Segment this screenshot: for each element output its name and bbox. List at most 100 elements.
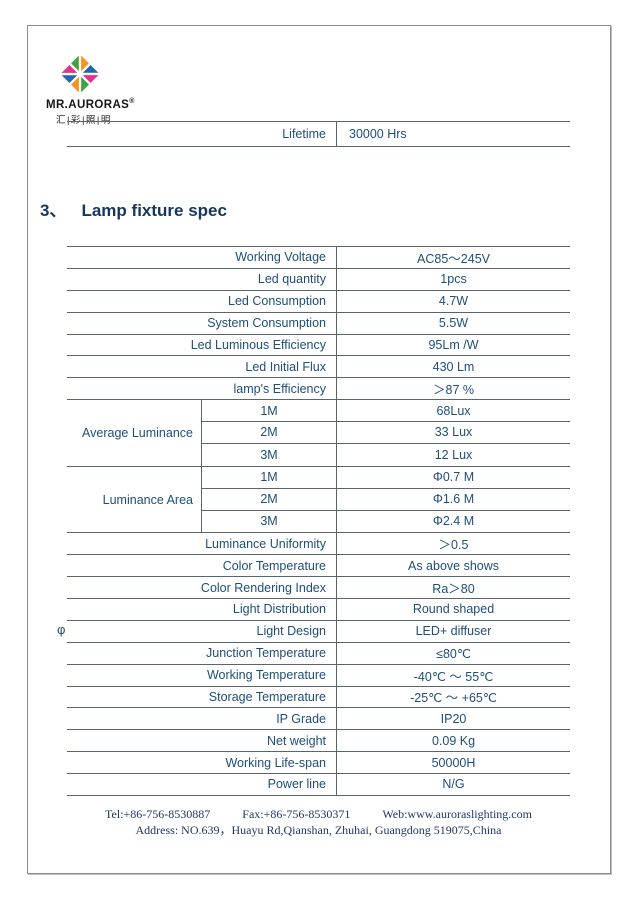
table-row: Working Life-span 50000H	[67, 752, 570, 774]
subrow-value: Φ0.7 M	[432, 470, 475, 485]
footer-tel: Tel:+86-756-8530887	[105, 807, 211, 821]
table-row: Led quantity 1pcs	[67, 268, 570, 291]
row-value: As above shows	[407, 558, 500, 573]
table-row: Color Temperature As above shows	[67, 555, 570, 578]
row-value: AC85～245V	[417, 251, 490, 266]
subrow-label: 3M	[202, 510, 337, 533]
row-value: ≤80℃	[436, 646, 471, 661]
subrow-label: 1M	[202, 400, 337, 421]
row-value: -25℃ ～ +65℃	[410, 691, 497, 706]
table-row: Power line N/G	[67, 774, 570, 796]
table-row: System Consumption 5.5W	[67, 312, 570, 335]
subrow-value: Φ2.4 M	[432, 514, 475, 529]
row-value: ＞87 %	[433, 383, 474, 398]
table-row: Light Distribution Round shaped	[67, 599, 570, 621]
footer-fax: Fax:+86-756-8530371	[242, 807, 351, 821]
subrow-label: 2M	[202, 422, 337, 443]
phi-margin-note: φ	[57, 622, 66, 637]
section-number: 3、	[40, 201, 67, 220]
table-subrow: 1M Φ0.7 M	[202, 466, 570, 489]
row-value: 1pcs	[440, 272, 467, 287]
subrow-label: 3M	[202, 443, 337, 466]
footer-web: Web:www.auroraslighting.com	[382, 807, 532, 821]
table-row: IP Grade IP20	[67, 708, 570, 731]
row-label: Net weight	[67, 730, 337, 752]
group-label: Luminance Area	[67, 466, 202, 533]
row-value: 4.7W	[438, 294, 469, 309]
row-label: Junction Temperature	[67, 642, 337, 664]
table-row: Net weight 0.09 Kg	[67, 730, 570, 753]
table-subrow: 3M Φ2.4 M	[202, 510, 570, 533]
subrow-label: 1M	[202, 466, 337, 488]
pinwheel-icon	[58, 52, 102, 96]
table-subrow: 2M 33 Lux	[202, 422, 570, 444]
row-value: -40℃ ～ 55℃	[413, 669, 494, 684]
row-label: Working Temperature	[67, 664, 337, 686]
row-label: Luminance Uniformity	[67, 533, 337, 555]
table-subrow: 1M 68Lux	[202, 400, 570, 422]
row-value: LED+ diffuser	[415, 624, 492, 639]
row-value: Round shaped	[412, 602, 495, 617]
row-value: 5.5W	[438, 316, 469, 331]
logo-chinese-name: 汇|彩|照|明	[56, 114, 112, 126]
subrow-label: 2M	[202, 488, 337, 510]
company-logo: MR.AURORAS® 汇|彩|照|明	[46, 52, 156, 126]
row-value: Ra＞80	[432, 582, 475, 597]
footer: Tel:+86-756-8530887 Fax:+86-756-8530371 …	[67, 806, 570, 838]
group-subrows: 1M Φ0.7 M 2M Φ1.6 M 3M Φ2.4 M	[202, 466, 570, 533]
row-label: Color Temperature	[67, 555, 337, 577]
table-row: Light Design LED+ diffuser	[67, 620, 570, 643]
row-value: IP20	[440, 711, 467, 726]
row-value: N/G	[442, 777, 465, 792]
logo-name-text: MR.AURORAS	[46, 98, 130, 111]
row-label: Color Rendering Index	[67, 577, 337, 598]
row-label: IP Grade	[67, 708, 337, 730]
table-row-group: Luminance Area 1M Φ0.7 M 2M Φ1.6 M 3M Φ2.4 M	[67, 466, 570, 534]
row-label: Power line	[67, 774, 337, 795]
table-row-group: Average Luminance 1M 68Lux 2M 33 Lux 3M 12 Lux	[67, 400, 570, 467]
row-label: Working Voltage	[67, 247, 337, 268]
row-label: Led quantity	[67, 268, 337, 290]
subrow-value: 33 Lux	[434, 425, 473, 440]
group-label: Average Luminance	[67, 400, 202, 466]
table-row: Led Luminous Efficiency 95Lm /W	[67, 334, 570, 357]
lifetime-label: Lifetime	[67, 122, 337, 146]
logo-name: MR.AURORAS®	[46, 98, 156, 111]
subrow-value: Φ1.6 M	[432, 492, 475, 507]
table-row: Led Consumption 4.7W	[67, 290, 570, 313]
table-row: lamp's Efficiency ＞87 %	[67, 378, 570, 401]
row-value: 95Lm /W	[428, 337, 479, 352]
row-label: Storage Temperature	[67, 686, 337, 708]
row-value: ＞0.5	[438, 538, 469, 553]
footer-address: Address: NO.639，Huayu Rd,Qianshan, Zhuha…	[135, 823, 502, 837]
subrow-value: 68Lux	[436, 403, 471, 418]
footer-contacts: Tel:+86-756-8530887 Fax:+86-756-8530371 …	[67, 806, 570, 822]
row-label: Led Initial Flux	[67, 356, 337, 378]
row-value: 0.09 Kg	[431, 733, 476, 748]
row-label: Light Distribution	[67, 599, 337, 620]
table-subrow: 2M Φ1.6 M	[202, 488, 570, 511]
table-row: Working Temperature -40℃ ～ 55℃	[67, 664, 570, 687]
table-row: Luminance Uniformity ＞0.5	[67, 533, 570, 556]
row-value: 50000H	[431, 755, 476, 770]
table-row: Junction Temperature ≤80℃	[67, 642, 570, 665]
spec-table: Working Voltage AC85～245V Led quantity 1pcs…	[67, 246, 570, 796]
table-subrow: 3M 12 Lux	[202, 443, 570, 466]
registered-mark: ®	[129, 98, 135, 105]
row-label: Led Consumption	[67, 290, 337, 312]
row-label: lamp's Efficiency	[67, 378, 337, 400]
lifetime-value: 30000 Hrs	[349, 127, 407, 141]
section-heading: 3、 Lamp fixture spec	[40, 196, 227, 221]
row-value: 430 Lm	[432, 359, 475, 374]
subrow-value: 12 Lux	[434, 447, 473, 462]
table-row: Color Rendering Index Ra＞80	[67, 577, 570, 599]
group-subrows: 1M 68Lux 2M 33 Lux 3M 12 Lux	[202, 400, 570, 466]
table-row: Led Initial Flux 430 Lm	[67, 356, 570, 379]
table-row: Working Voltage AC85～245V	[67, 247, 570, 269]
row-label: Working Life-span	[67, 752, 337, 773]
row-label: Led Luminous Efficiency	[67, 334, 337, 356]
page-border	[27, 25, 611, 874]
table-row: Storage Temperature -25℃ ～ +65℃	[67, 686, 570, 709]
row-label: System Consumption	[67, 312, 337, 334]
section-title: Lamp fixture spec	[81, 201, 227, 220]
